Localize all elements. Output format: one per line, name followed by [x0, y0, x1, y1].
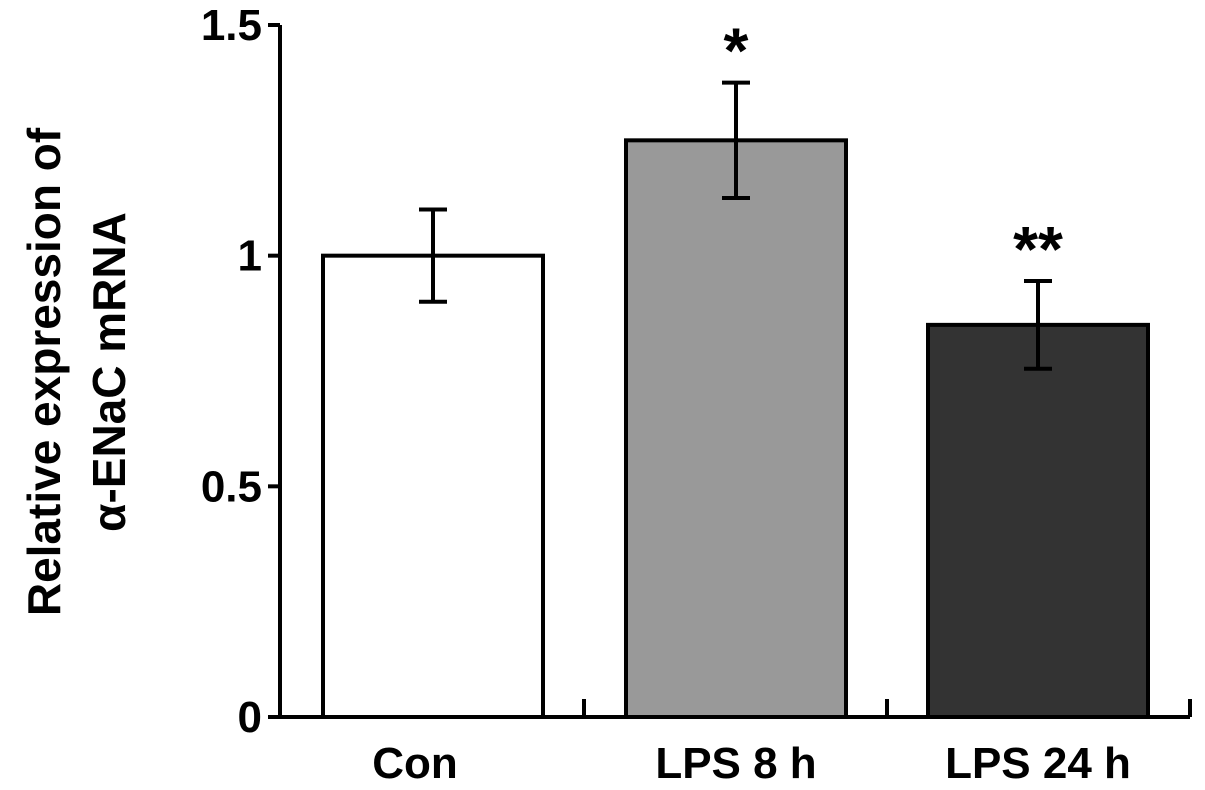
significance-label-2: ** [1013, 213, 1063, 285]
bar-0 [321, 253, 545, 720]
y-axis-title: Relative expression of α-ENaC mRNA [18, 127, 135, 616]
significance-label-1: * [724, 15, 749, 87]
bar-2 [926, 322, 1150, 719]
bar-1 [624, 138, 848, 720]
y-tick-label-2: 1 [238, 232, 262, 281]
y-axis-title-line-2: α-ENaC mRNA [83, 212, 135, 532]
y-tick-label-0: 0 [238, 693, 262, 742]
y-tick-label-3: 1.5 [201, 1, 262, 50]
x-tick-label-1: LPS 8 h [655, 739, 816, 788]
y-tick-label-1: 0.5 [201, 462, 262, 511]
y-axis-title-line-1: Relative expression of [18, 127, 70, 616]
x-tick-label-2: LPS 24 h [945, 739, 1131, 788]
x-tick-label-0: Con [372, 739, 458, 788]
